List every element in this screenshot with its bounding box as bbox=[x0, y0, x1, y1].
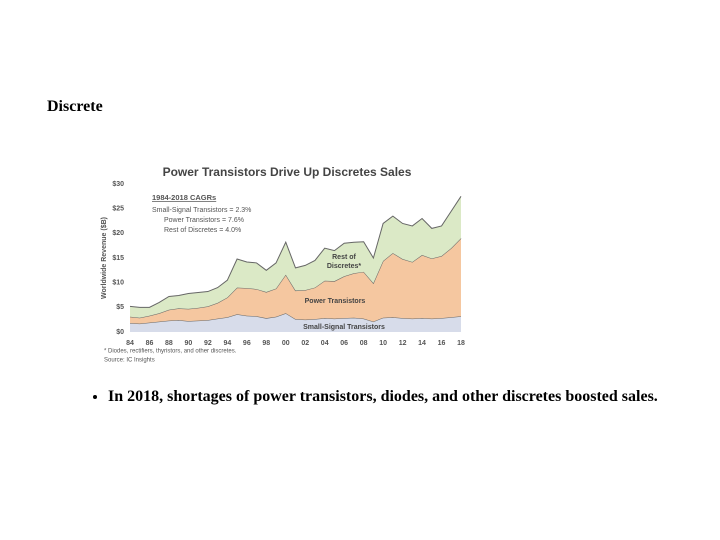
x-tick-label: 84 bbox=[126, 340, 134, 347]
area-fill bbox=[130, 238, 461, 324]
annotation-title: 1984-2018 CAGRs bbox=[152, 193, 216, 202]
x-tick-label: 14 bbox=[418, 340, 426, 347]
y-tick-label: $10 bbox=[112, 280, 124, 287]
y-tick-label: $0 bbox=[116, 329, 124, 336]
x-tick-label: 04 bbox=[321, 340, 329, 347]
area-fill bbox=[130, 313, 461, 332]
chart-title: Power Transistors Drive Up Discretes Sal… bbox=[163, 165, 412, 179]
legend-label-text: Rest of Discretes* bbox=[326, 254, 362, 270]
y-tick-label: $15 bbox=[112, 255, 124, 262]
annotation: Rest of Discretes = 4.0% bbox=[164, 227, 241, 234]
x-tick-label: 08 bbox=[360, 340, 368, 347]
bullet: In 2018, shortages of power transistors,… bbox=[108, 386, 668, 408]
legend-label: Power Transistors bbox=[305, 298, 366, 305]
x-tick-label: 02 bbox=[301, 340, 309, 347]
y-tick-label: $30 bbox=[112, 181, 124, 188]
x-tick-label: 12 bbox=[399, 340, 407, 347]
x-tick-label: 10 bbox=[379, 340, 387, 347]
legend-label: Rest of Discretes* bbox=[326, 254, 362, 270]
x-tick-label: 86 bbox=[146, 340, 154, 347]
y-axis-label: Worldwide Revenue ($B) bbox=[101, 217, 108, 299]
bullet-list: In 2018, shortages of power transistors,… bbox=[90, 386, 668, 408]
annotation: Small-Signal Transistors = 2.3% bbox=[152, 207, 251, 214]
annotation: Power Transistors = 7.6% bbox=[164, 217, 244, 224]
y-tick-label: $20 bbox=[112, 230, 124, 237]
y-tick-label: $5 bbox=[116, 304, 124, 311]
x-tick-label: 18 bbox=[457, 340, 465, 347]
slide-title: Discrete bbox=[47, 98, 103, 115]
x-tick-label: 92 bbox=[204, 340, 212, 347]
x-tick-label: 16 bbox=[438, 340, 446, 347]
x-tick-label: 00 bbox=[282, 340, 290, 347]
x-tick-label: 90 bbox=[185, 340, 193, 347]
x-tick-label: 96 bbox=[243, 340, 251, 347]
y-tick-label: $25 bbox=[112, 206, 124, 213]
legend-label: Small-Signal Transistors bbox=[303, 324, 385, 331]
area-line bbox=[129, 196, 462, 308]
footnote: * Diodes, rectifiers, thyristors, and ot… bbox=[104, 349, 237, 355]
x-tick-label: 98 bbox=[262, 340, 270, 347]
x-tick-label: 94 bbox=[223, 340, 231, 347]
area-fill bbox=[130, 196, 461, 318]
x-tick-label: 06 bbox=[340, 340, 348, 347]
source: Source: IC Insights bbox=[104, 358, 155, 364]
x-tick-label: 88 bbox=[165, 340, 173, 347]
